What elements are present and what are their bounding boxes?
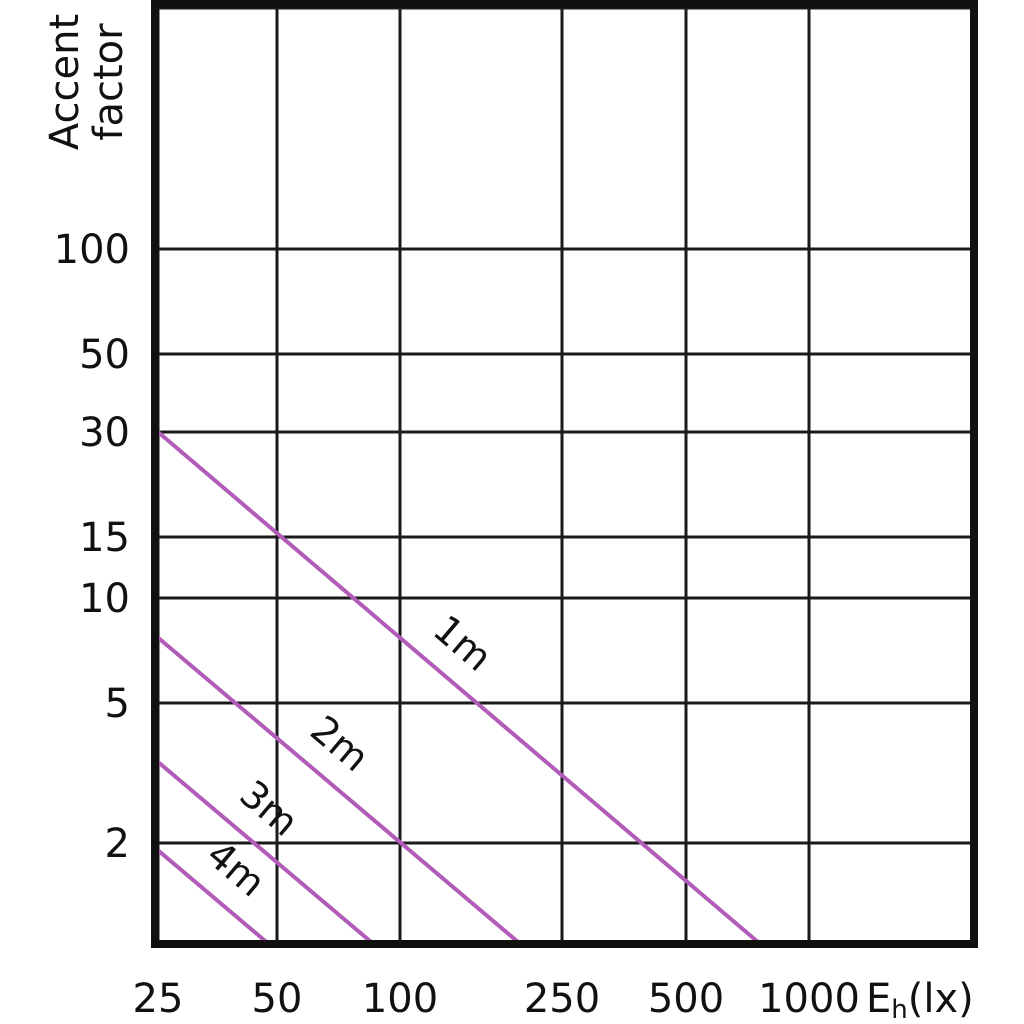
x-axis-label-subscript: h [891, 995, 907, 1024]
x-tick-label: 100 [362, 976, 438, 1022]
y-tick-label: 15 [79, 515, 130, 561]
y-axis-label-line: factor [86, 23, 132, 141]
y-axis-label-line: Accent [42, 14, 88, 150]
y-axis-label: Accentfactor [42, 14, 132, 150]
x-tick-label: 500 [648, 976, 724, 1022]
y-tick-label: 10 [79, 576, 130, 622]
x-axis-label: Eh(lx) [866, 976, 974, 1024]
series-line-4m [156, 848, 268, 944]
plot-frame [151, 0, 978, 948]
x-tick-label: 50 [252, 976, 303, 1022]
y-tick-label: 50 [79, 332, 130, 378]
x-axis-label-main: E [866, 976, 891, 1022]
y-tick-label: 5 [105, 681, 130, 727]
series-lines [156, 430, 760, 944]
series-line-3m [156, 760, 373, 944]
series-line-1m [156, 430, 760, 944]
x-tick-label: 1000 [758, 976, 860, 1022]
y-tick-label: 100 [54, 227, 130, 273]
x-axis-label-unit: (lx) [908, 976, 974, 1022]
y-tick-label: 30 [79, 410, 130, 456]
x-tick-label: 250 [524, 976, 600, 1022]
series-line-2m [156, 636, 520, 944]
x-tick-label: 25 [133, 976, 184, 1022]
y-tick-label: 2 [105, 821, 130, 867]
grid [156, 6, 974, 942]
